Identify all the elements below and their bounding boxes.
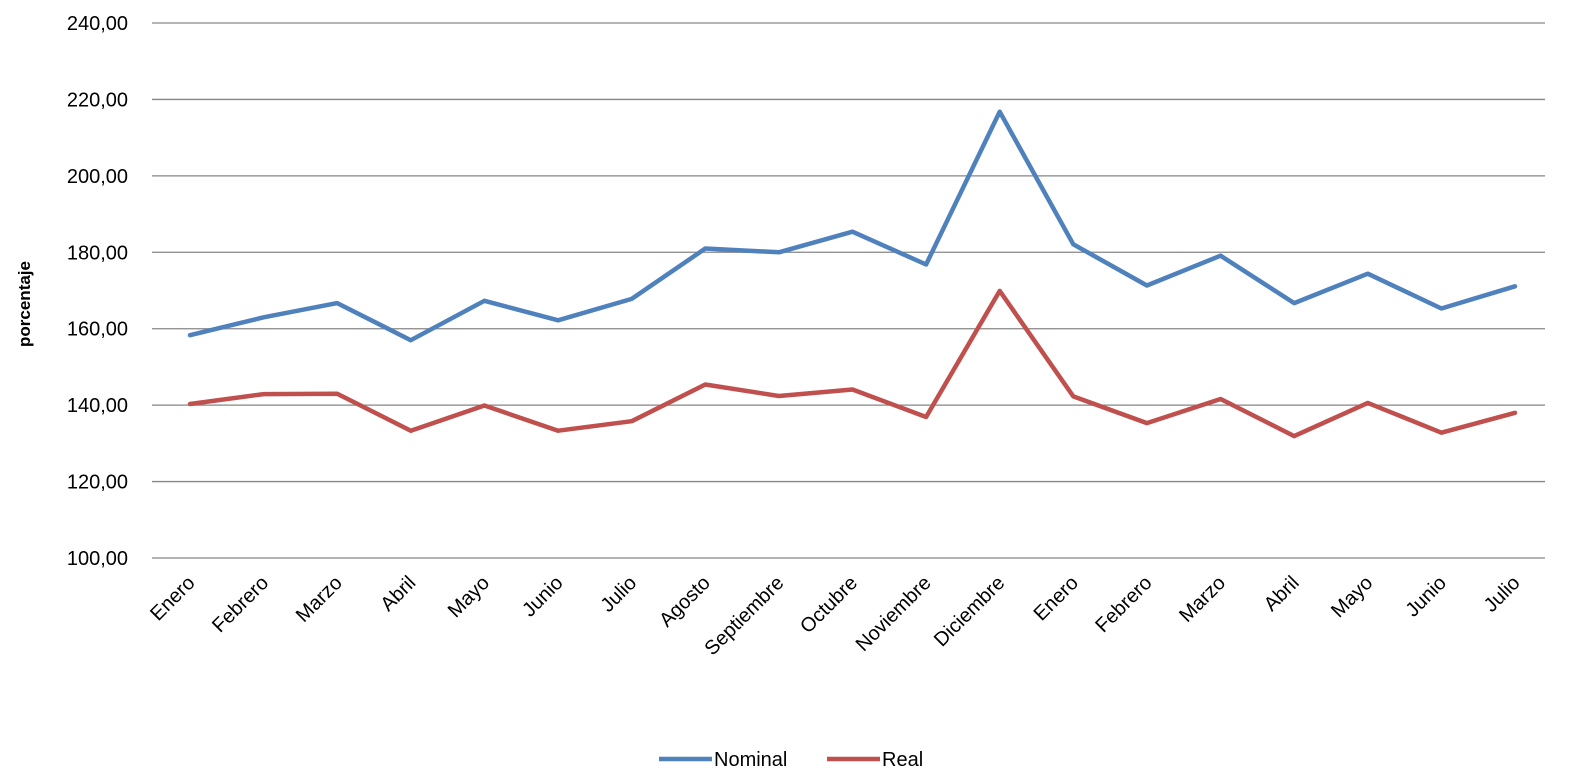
- series-line-nominal: [187, 109, 1518, 343]
- x-tick-label: Julio: [1480, 572, 1525, 617]
- x-tick-label: Abril: [377, 572, 421, 616]
- x-tick-label: Febrero: [208, 572, 273, 637]
- legend-label-real: Real: [882, 749, 923, 771]
- x-tick-label: Abril: [1260, 572, 1304, 616]
- y-axis-tick-labels: 100,00 120,00 140,00 160,00 180,00 200,00 220,…: [67, 13, 128, 570]
- x-tick-label: Febrero: [1091, 572, 1156, 637]
- series-line-real: [187, 288, 1518, 439]
- series-lines: [187, 109, 1518, 439]
- y-tick-label: 220,00: [67, 89, 128, 111]
- x-tick-label: Noviembre: [852, 572, 936, 656]
- y-tick-label: 240,00: [67, 13, 128, 35]
- y-tick-label: 120,00: [67, 472, 128, 494]
- x-tick-label: Septiembre: [701, 572, 789, 660]
- x-tick-label: Julio: [597, 572, 642, 617]
- y-axis-title: porcentaje: [15, 261, 34, 347]
- x-tick-label: Enero: [146, 572, 199, 625]
- x-tick-label: Diciembre: [930, 572, 1009, 651]
- legend-label-nominal: Nominal: [714, 749, 787, 771]
- legend: Nominal Real: [659, 749, 923, 771]
- y-tick-label: 200,00: [67, 166, 128, 188]
- x-tick-label: Junio: [1402, 572, 1451, 621]
- gridlines: [152, 22, 1545, 559]
- x-tick-label: Junio: [518, 572, 567, 621]
- y-tick-label: 160,00: [67, 319, 128, 341]
- x-tick-label: Agosto: [655, 572, 715, 632]
- x-tick-label: Mayo: [444, 572, 494, 622]
- y-tick-label: 140,00: [67, 395, 128, 417]
- x-tick-label: Marzo: [1175, 572, 1230, 627]
- y-tick-label: 180,00: [67, 242, 128, 264]
- y-tick-label: 100,00: [67, 548, 128, 570]
- x-tick-label: Mayo: [1327, 572, 1377, 622]
- x-tick-label: Marzo: [292, 572, 347, 627]
- x-axis-tick-labels: Enero Febrero Marzo Abril Mayo Junio Julio Agos…: [146, 572, 1524, 660]
- x-tick-label: Octubre: [796, 572, 862, 638]
- x-tick-label: Enero: [1030, 572, 1083, 625]
